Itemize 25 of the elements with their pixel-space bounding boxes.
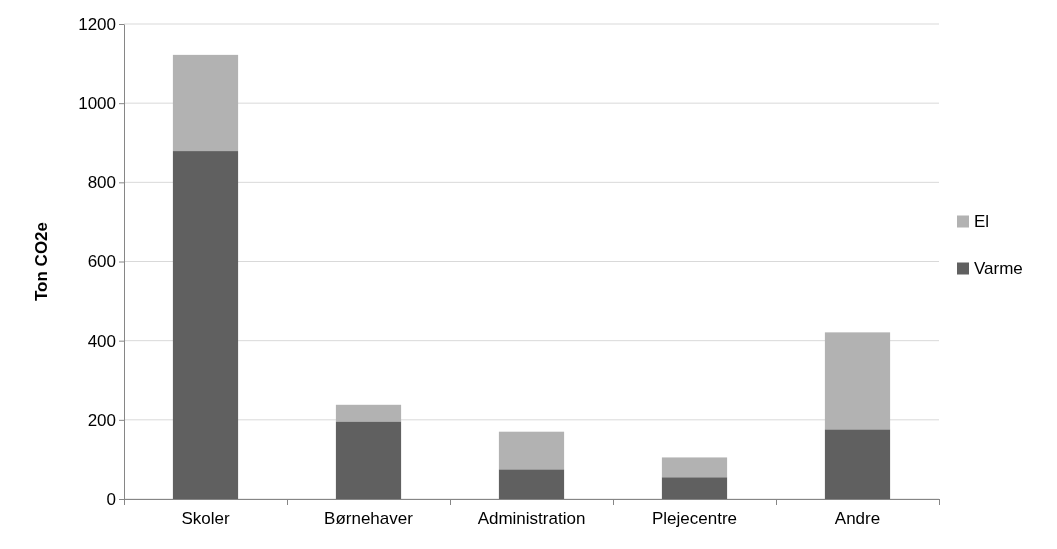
y-tick-label: 800 [87,173,116,193]
legend-label: El [974,211,990,231]
bar [498,431,565,470]
bar [172,54,239,152]
bar [824,332,891,430]
y-tick-label: 1200 [78,14,116,34]
bar [661,477,728,499]
y-tick-label: 200 [87,410,116,430]
y-tick-label: 1000 [78,94,116,114]
bar [172,151,239,499]
x-tick-label: Administration [477,509,586,528]
bar [335,404,402,422]
y-tick-label: 0 [106,489,116,509]
x-tick-label: Plejecentre [651,509,738,528]
bar [498,469,565,499]
bar [335,421,402,499]
x-tick-label: Børnehaver [324,509,414,528]
y-tick-label: 600 [87,252,116,272]
y-tick-label: 400 [87,331,116,351]
x-tick-label: Skoler [181,509,230,528]
x-tick-label: Andre [834,509,881,528]
y-axis-title: Ton CO2e [32,221,51,302]
bar [661,457,728,478]
legend-label: Varme [974,258,1023,278]
bar [824,429,891,499]
